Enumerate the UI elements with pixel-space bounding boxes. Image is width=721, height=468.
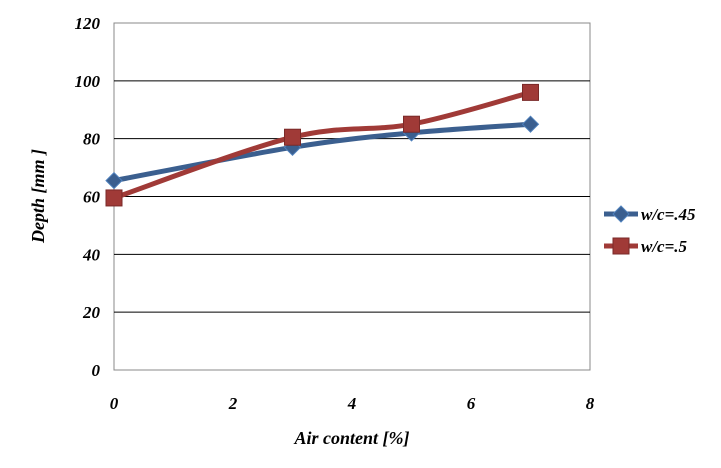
x-tick-labels: 0 2 4 6 8	[110, 394, 595, 413]
series-line	[111, 121, 533, 184]
x-tick-label: 8	[586, 394, 595, 413]
data-point	[521, 115, 540, 133]
y-tick-label: 0	[92, 361, 101, 380]
data-point	[403, 115, 420, 133]
legend-label: w/c=.5	[641, 237, 688, 256]
x-tick-label: 4	[347, 394, 357, 413]
y-tick-label: 100	[75, 72, 101, 91]
legend-label: w/c=.45	[641, 205, 696, 224]
data-point	[105, 171, 123, 190]
x-tick-label: 6	[467, 394, 476, 413]
series-2	[105, 83, 539, 207]
legend: w/c=.45 w/c=.5	[604, 205, 696, 256]
legend-marker	[612, 237, 630, 255]
legend-item: w/c=.45	[604, 205, 696, 224]
data-point	[105, 189, 123, 207]
legend-marker	[612, 205, 630, 223]
data-point	[522, 83, 539, 101]
x-tick-label: 0	[110, 394, 119, 413]
y-tick-labels: 0 20 40 60 80 100 120	[75, 14, 101, 380]
y-tick-label: 60	[83, 188, 101, 207]
y-axis-title: Depth [mm ]	[28, 149, 48, 244]
y-tick-label: 20	[82, 303, 101, 322]
data-point	[284, 128, 301, 146]
series-group	[105, 83, 540, 207]
x-tick-label: 2	[228, 394, 238, 413]
gridlines	[114, 80, 590, 313]
x-axis-title: Air content [%]	[294, 428, 410, 448]
series-line	[111, 89, 533, 201]
y-tick-label: 40	[82, 245, 101, 264]
y-tick-label: 120	[75, 14, 101, 33]
legend-item: w/c=.5	[604, 237, 688, 256]
y-tick-label: 80	[83, 130, 101, 149]
